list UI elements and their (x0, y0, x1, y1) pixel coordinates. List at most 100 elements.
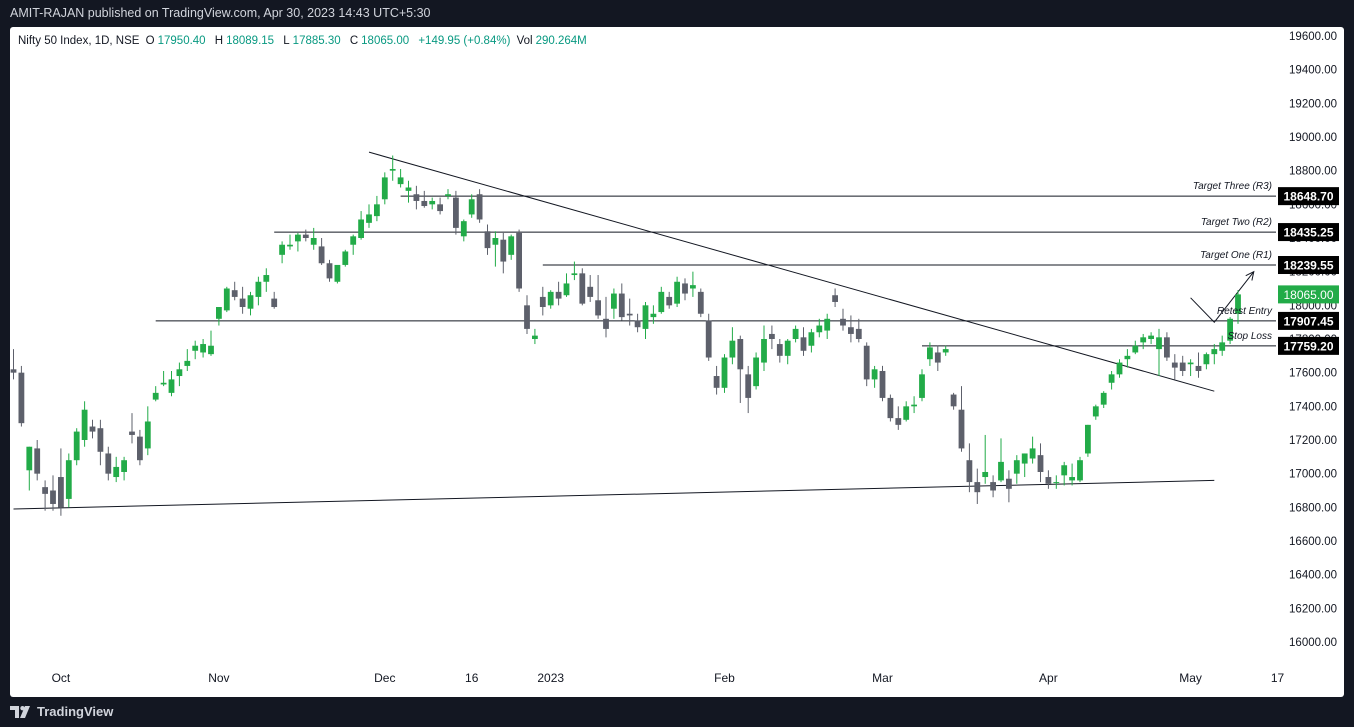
candle (682, 278, 688, 301)
candle-body (247, 295, 254, 309)
candle-body (911, 404, 917, 407)
candle (697, 288, 704, 318)
candle-body (113, 466, 120, 478)
candle (397, 168, 404, 188)
target-two-label: Target Two (R2) (1201, 217, 1272, 228)
candle-body (871, 369, 878, 380)
candle-body (381, 177, 388, 200)
symbol-name[interactable]: Nifty 50 Index, 1D, NSE (18, 35, 140, 47)
candle-body (358, 219, 364, 238)
candle-body (42, 487, 48, 494)
candle (579, 268, 586, 306)
candle (65, 453, 72, 508)
candle-body (1013, 460, 1020, 474)
candle (1077, 456, 1083, 483)
candle (1195, 352, 1202, 378)
candle-body (121, 460, 127, 472)
candle (81, 401, 88, 447)
candle (500, 232, 507, 274)
candle (137, 429, 143, 466)
candle-body (776, 344, 783, 356)
candle-body (547, 291, 554, 306)
candle (97, 419, 104, 466)
candle (958, 386, 965, 452)
candle (950, 392, 957, 410)
candle (713, 365, 720, 395)
candle (737, 335, 744, 403)
candle (808, 328, 815, 353)
candle-body (271, 298, 278, 308)
candle (824, 313, 831, 339)
candle-body (927, 347, 933, 360)
candle-body (666, 296, 673, 306)
target-one-label: Target One (R1) (1200, 250, 1272, 261)
candle-body (405, 187, 412, 191)
close-value: C 18065.00 (349, 35, 410, 47)
candle (524, 295, 530, 334)
candle-body (279, 244, 285, 255)
candle (650, 305, 657, 324)
top-bar: AMIT-RAJAN published on TradingView.com,… (0, 0, 1354, 27)
candle (144, 406, 151, 456)
candle (200, 339, 206, 358)
candle (571, 261, 578, 281)
candle-body (808, 332, 815, 346)
candle (366, 204, 372, 228)
candle (326, 259, 333, 282)
x-tick-label: Apr (1039, 671, 1058, 685)
candle (1164, 332, 1170, 361)
candle (1211, 344, 1218, 365)
candle-body (840, 318, 846, 326)
last-price-text: 18065.00 (1283, 288, 1333, 302)
candle-body (539, 296, 546, 308)
candle-body (89, 426, 96, 432)
candle-body (1085, 424, 1091, 454)
candle-body (1045, 477, 1052, 484)
projection-path (1190, 271, 1255, 323)
candle-body (761, 339, 767, 363)
candle (982, 434, 989, 484)
candle (626, 298, 633, 326)
candle (287, 234, 293, 250)
candle (1006, 470, 1012, 503)
y-tick-label: 19400.00 (1289, 65, 1337, 77)
y-tick-label: 17000.00 (1289, 469, 1337, 481)
candle (792, 325, 799, 343)
candle (381, 172, 388, 205)
candle (121, 456, 127, 481)
candle-body (176, 369, 183, 377)
x-tick-label: Mar (872, 671, 893, 685)
candle (342, 249, 349, 267)
candle-body (1140, 337, 1147, 343)
candle-body (50, 490, 56, 504)
candle (871, 365, 878, 388)
candle (634, 313, 641, 333)
candle-body (413, 194, 420, 201)
low-value: L 17885.30 (283, 35, 341, 47)
candle (1156, 328, 1162, 377)
candle-body (626, 313, 633, 316)
candle (152, 386, 159, 402)
candle-body (1100, 392, 1107, 405)
candle-body (579, 273, 586, 304)
candle-body (263, 275, 270, 282)
candle-body (895, 418, 902, 425)
candle-body (350, 236, 357, 245)
candle-body (1203, 354, 1210, 365)
descending-trendline (368, 151, 1215, 392)
tradingview-logo[interactable]: TradingView (10, 704, 113, 719)
candle-body (974, 482, 981, 493)
candle-body (998, 461, 1004, 481)
candle (1085, 424, 1091, 457)
candle-body (1053, 482, 1060, 484)
candle-body (863, 345, 870, 380)
candle (895, 406, 902, 430)
chart-frame[interactable] (10, 27, 1344, 697)
candle-body (555, 291, 562, 299)
candle-body (532, 335, 538, 339)
candle-body (129, 431, 135, 435)
candle-body (1227, 318, 1233, 341)
candle-body (824, 318, 831, 331)
candle (595, 275, 601, 319)
